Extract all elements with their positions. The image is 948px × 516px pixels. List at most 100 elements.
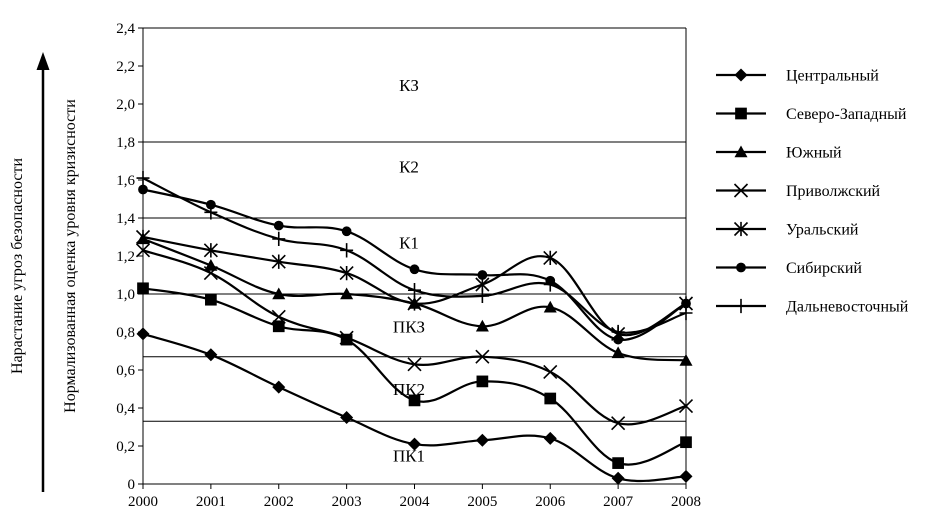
y-tick-label: 2,2 xyxy=(116,59,135,75)
data-point xyxy=(204,348,218,362)
y-tick-label: 2,4 xyxy=(116,21,135,37)
x-tick-label: 2005 xyxy=(467,494,497,510)
legend-item-5: Сибирский xyxy=(716,260,862,277)
legend-item-3: Приволжский xyxy=(716,183,881,200)
data-point xyxy=(543,250,558,266)
data-point xyxy=(205,293,217,306)
y-tick-label: 1,6 xyxy=(116,173,135,189)
zone-grid xyxy=(143,27,687,484)
y-tick-label: 1,2 xyxy=(116,249,135,265)
data-point xyxy=(271,254,286,269)
legend-item-1: Северо-Западный xyxy=(716,106,907,123)
legend-item-6: Дальневосточный xyxy=(716,299,909,316)
data-point xyxy=(138,184,148,195)
data-point xyxy=(679,354,693,366)
x-tick-label: 2000 xyxy=(128,494,158,510)
y-tick-label: 0 xyxy=(128,477,136,493)
x-tick-label: 2001 xyxy=(196,494,226,510)
data-point xyxy=(273,220,284,231)
data-point xyxy=(408,394,421,407)
zone-label-к1: К1 xyxy=(399,234,419,253)
data-point xyxy=(135,229,151,245)
data-point xyxy=(203,266,218,281)
data-point xyxy=(543,364,558,379)
threat-arrow-label: Нарастание угроз безопасности xyxy=(9,158,26,375)
y-axis-label: Нормализованная оценка уровня кризисност… xyxy=(62,99,79,413)
data-point xyxy=(475,288,489,304)
data-point xyxy=(543,300,557,313)
data-point xyxy=(271,309,286,324)
legend-marker xyxy=(736,262,746,273)
data-point xyxy=(475,433,489,447)
data-point xyxy=(679,469,693,483)
data-point xyxy=(543,431,557,445)
y-tick-label: 0,2 xyxy=(116,439,135,455)
x-tick-label: 2008 xyxy=(671,494,701,510)
y-tick-label: 1,4 xyxy=(116,211,135,227)
legend-label: Уральский xyxy=(786,222,859,239)
data-point xyxy=(544,392,557,405)
data-point xyxy=(341,226,352,237)
zone-label-пк1: ПК1 xyxy=(393,447,425,466)
data-point xyxy=(680,436,692,449)
data-point xyxy=(204,259,218,271)
legend: Центральный Северо-Западный Южный Приволжск… xyxy=(716,68,909,316)
legend-label: Приволжский xyxy=(786,183,881,200)
data-point xyxy=(611,471,625,485)
y-tick-label: 1,8 xyxy=(116,135,135,151)
series-lines xyxy=(135,170,694,485)
legend-marker xyxy=(735,107,747,120)
legend-marker xyxy=(733,183,749,198)
data-point xyxy=(476,375,489,388)
y-tick-label: 0,8 xyxy=(116,325,135,341)
legend-item-2: Южный xyxy=(716,145,842,162)
threat-arrow-head xyxy=(36,52,50,70)
series-1 xyxy=(137,282,692,469)
data-point xyxy=(339,330,354,345)
data-point xyxy=(408,437,421,451)
data-point xyxy=(681,298,691,309)
y-tick-label: 1,0 xyxy=(116,287,135,303)
data-point xyxy=(340,411,354,424)
y-tick-label: 2,0 xyxy=(116,97,135,113)
data-point xyxy=(272,320,285,333)
threat-arrow: Нарастание угроз безопасности xyxy=(9,52,50,492)
data-point xyxy=(407,296,422,311)
legend-label: Северо-Западный xyxy=(786,106,907,123)
legend-marker xyxy=(733,221,749,237)
x-tick-label: 2006 xyxy=(535,494,566,510)
data-point xyxy=(340,243,354,258)
legend-label: Сибирский xyxy=(786,260,862,277)
data-point xyxy=(612,457,624,469)
legend-label: Центральный xyxy=(786,68,879,85)
data-point xyxy=(611,324,625,340)
data-point xyxy=(340,333,353,346)
x-tick-label: 2007 xyxy=(603,494,634,510)
zone-label-пкз: ПКЗ xyxy=(393,317,425,336)
data-point xyxy=(475,349,490,364)
data-point xyxy=(340,287,354,300)
data-point xyxy=(204,205,218,220)
data-point xyxy=(613,334,623,345)
legend-item-0: Центральный xyxy=(716,68,879,85)
series-6 xyxy=(136,170,693,340)
data-point xyxy=(272,231,286,247)
data-point xyxy=(408,283,421,298)
legend-marker xyxy=(734,298,748,314)
y-tick-label: 0,4 xyxy=(116,401,135,417)
data-point xyxy=(272,380,286,394)
data-point xyxy=(407,357,422,372)
data-point xyxy=(679,305,693,321)
legend-label: Южный xyxy=(786,145,842,162)
data-point xyxy=(611,346,625,359)
data-point xyxy=(137,282,149,295)
zone-label-кз: КЗ xyxy=(399,76,419,95)
legend-marker xyxy=(734,145,748,158)
data-point xyxy=(477,270,488,280)
data-point xyxy=(136,170,150,186)
legend-item-4: Уральский xyxy=(716,222,859,239)
axes: 0 0,2 0,4 0,6 0,8 1,0 1,2 1,4 1,6 1,8 2,0 2,2 2,4 200… xyxy=(116,21,701,510)
series-line-4 xyxy=(142,235,687,337)
